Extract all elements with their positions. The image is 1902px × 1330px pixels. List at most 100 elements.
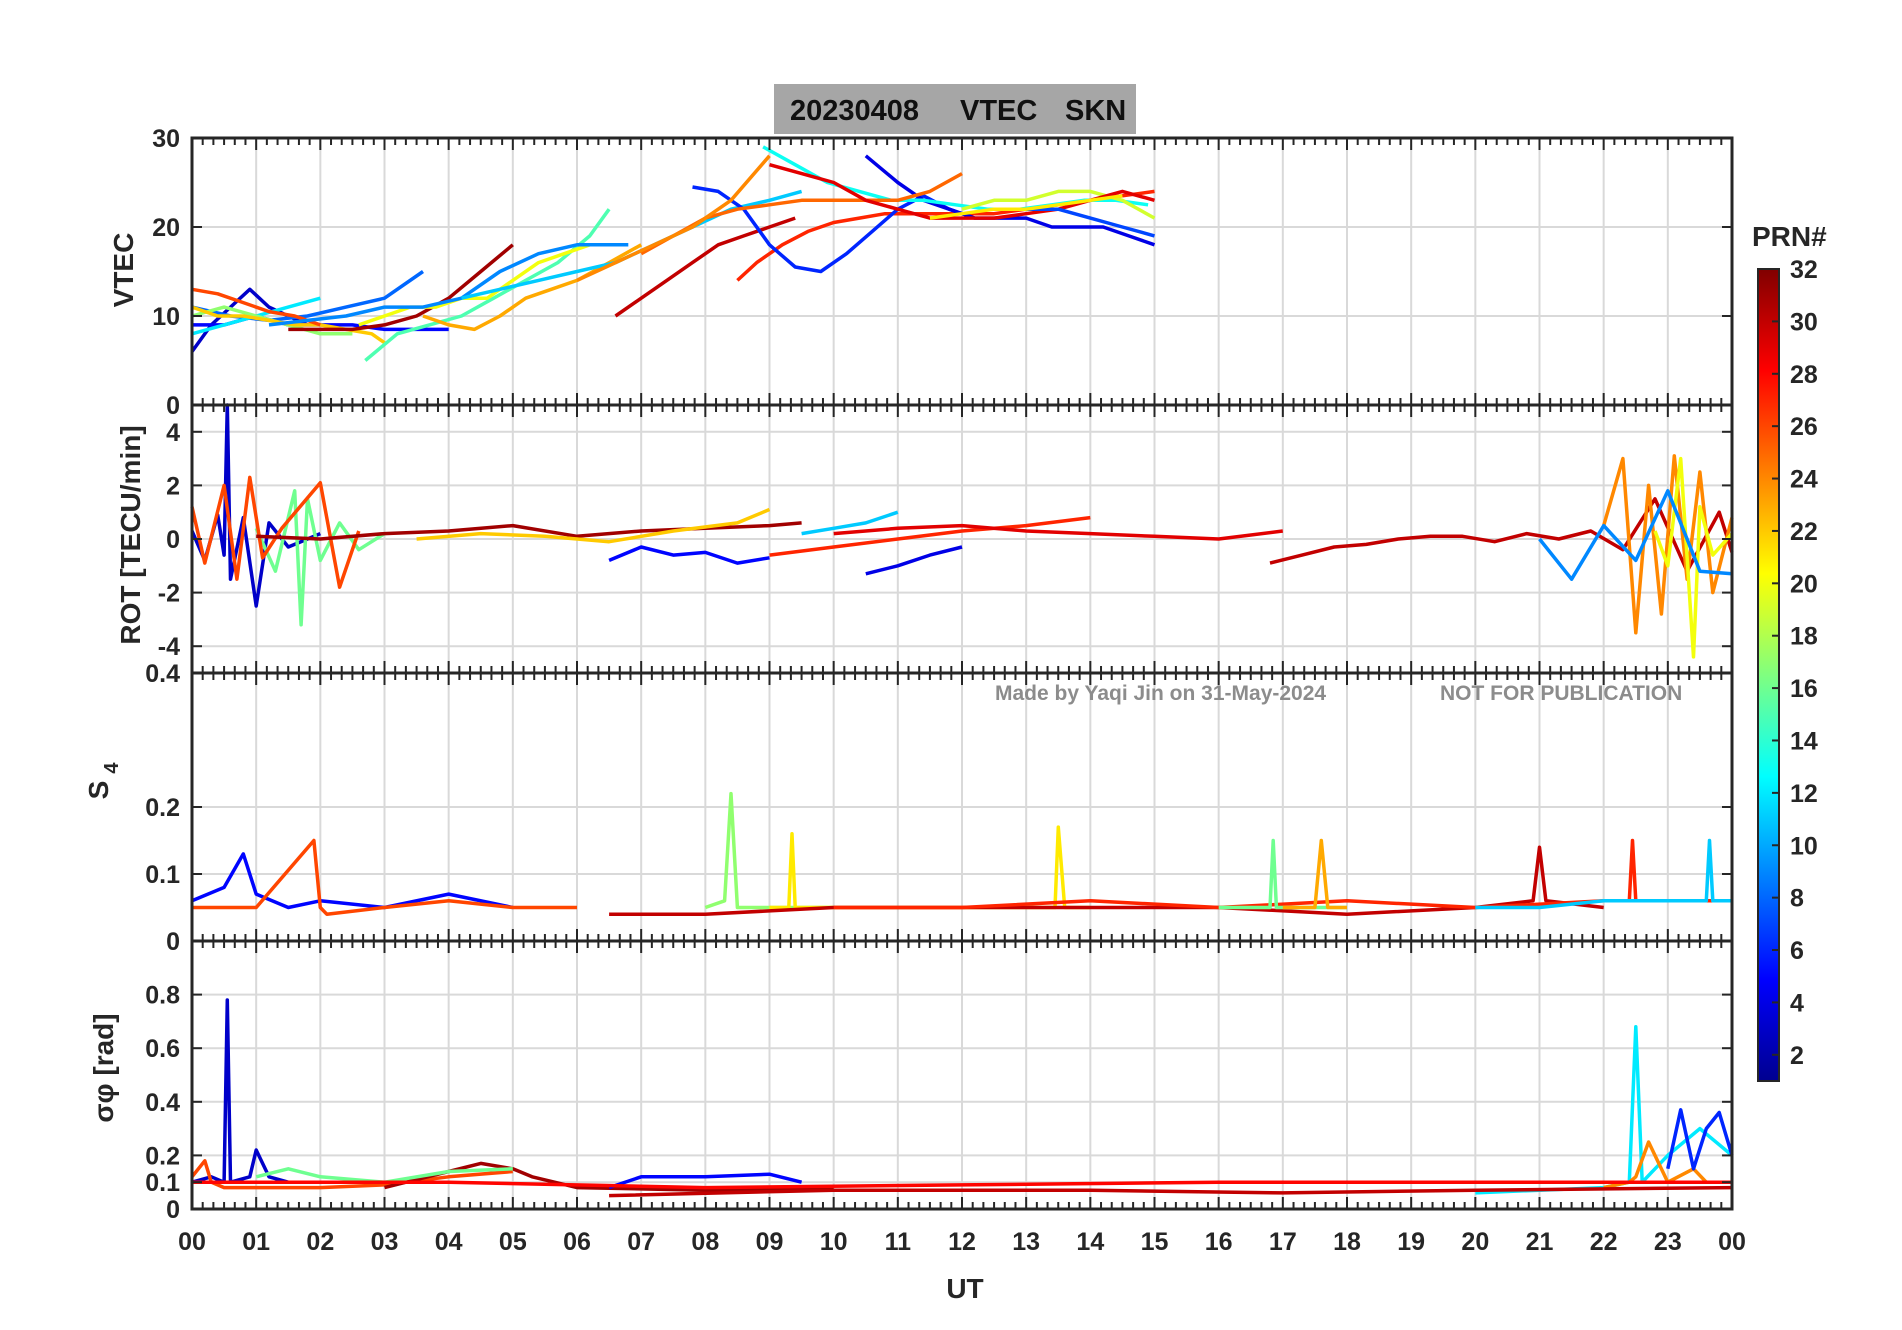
series-line-prn-26 (190, 1159, 513, 1190)
ylabel-rot: ROT [TECU/min] (115, 425, 146, 644)
x-tick-label: 18 (1333, 1228, 1361, 1256)
series-line-prn-21 (769, 825, 1091, 910)
series-group (190, 403, 1734, 659)
x-tick-label: 10 (820, 1228, 848, 1256)
colorbar-tick-label: 28 (1790, 361, 1818, 389)
y-tick-label: 0.2 (145, 794, 180, 822)
watermark-notice: NOT FOR PUBLICATION (1440, 682, 1682, 705)
y-tick-label: 30 (152, 125, 180, 153)
series-line-prn-26 (191, 287, 321, 327)
y-tick-label: -4 (158, 633, 180, 661)
y-tick-label: 4 (166, 419, 180, 447)
y-tick-label: 2 (166, 472, 180, 500)
x-tick-label: 17 (1269, 1228, 1297, 1256)
colorbar-tick-label: 12 (1790, 780, 1818, 808)
y-tick-label: 0.2 (145, 1142, 180, 1170)
y-tick-label: 0.8 (145, 982, 180, 1010)
x-tick-label: 03 (371, 1228, 399, 1256)
y-tick-label: 0 (166, 928, 180, 956)
panel-sigma-phi: 00.10.2 0.4 0.6 0.8 (145, 939, 1734, 1224)
colorbar-tick-label: 20 (1790, 570, 1818, 598)
svg-text:S: S (83, 781, 114, 800)
colorbar-tick-label: 24 (1790, 466, 1818, 494)
colorbar-tick-label: 8 (1790, 885, 1804, 913)
series-line-prn-24 (576, 154, 771, 282)
colorbar-tick-label: 32 (1790, 256, 1818, 284)
y-tick-label: 0 (166, 1196, 180, 1224)
series-line-prn-3 (191, 998, 321, 1184)
series-line-prn-11 (801, 510, 899, 536)
x-tick-label: 07 (627, 1228, 655, 1256)
x-tick-label: 05 (499, 1228, 527, 1256)
series-line-prn-9 (268, 243, 629, 327)
colorbar-tick-label: 26 (1790, 413, 1818, 441)
series-line-prn-22 (191, 305, 386, 345)
series-line-prn-26 (192, 838, 577, 916)
panel-vtec: 0 10 20 30 (152, 125, 1734, 420)
x-tick-label: 06 (563, 1228, 591, 1256)
colorbar-tick-label: 6 (1790, 937, 1804, 965)
series-group (191, 791, 1732, 916)
y-tick-label: 0 (166, 526, 180, 554)
svg-text:4: 4 (101, 762, 123, 774)
xlabel: UT (946, 1273, 983, 1304)
y-tick-label: 0 (166, 392, 180, 420)
series-line-prn-28 (192, 1180, 1732, 1190)
series-line-prn-23 (422, 243, 643, 332)
series-line-prn-6 (1666, 1108, 1734, 1171)
series-group (190, 998, 1734, 1198)
x-tick-label: 08 (691, 1228, 719, 1256)
x-axis-ticklabels: 00 01 02 03 04 05 06 07 08 09 10 11 12 13 14 15 16 17 18 19… (178, 1228, 1746, 1256)
colorbar-tick-label: 4 (1790, 989, 1804, 1017)
y-tick-label: 0.1 (145, 1169, 180, 1197)
y-ticklabels: 0 10 20 30 (152, 125, 1732, 420)
series-line-prn-6 (692, 185, 976, 274)
x-tick-label: 04 (435, 1228, 463, 1256)
colorbar-tick-label: 2 (1790, 1042, 1804, 1070)
series-line-prn-4 (864, 154, 1156, 247)
y-ticklabels: 00.10.2 0.4 0.6 0.8 (145, 982, 1732, 1224)
series-line-prn-30 (614, 216, 796, 318)
series-group (190, 145, 1156, 362)
y-tick-label: 0.1 (145, 861, 180, 889)
series-line-prn-5 (608, 1172, 803, 1190)
series-line-prn-5 (608, 545, 770, 565)
series-line-prn-20 (1653, 456, 1734, 659)
y-tick-label: 20 (152, 214, 180, 242)
series-line-prn-9 (1538, 489, 1733, 581)
series-line-prn-16 (255, 1167, 513, 1184)
ylabel-vtec: VTEC (108, 233, 139, 308)
x-tick-label: 09 (756, 1228, 784, 1256)
x-tick-label: 16 (1205, 1228, 1233, 1256)
x-tick-label: 15 (1141, 1228, 1169, 1256)
series-line-prn-29 (833, 523, 1284, 541)
series-line-prn-19 (961, 189, 1156, 220)
x-tick-label: 11 (885, 1228, 912, 1256)
series-line-prn-22 (416, 507, 771, 544)
title-parameter: VTEC (960, 95, 1037, 127)
colorbar-tick-label: 22 (1790, 518, 1818, 546)
x-tick-label: 13 (1012, 1228, 1040, 1256)
x-tick-label: 00 (178, 1228, 206, 1256)
x-tick-label: 23 (1654, 1228, 1682, 1256)
series-line-prn-27 (769, 515, 1091, 557)
x-tick-label: 19 (1397, 1228, 1425, 1256)
series-line-prn-26 (190, 475, 361, 589)
x-tick-label: 00 (1718, 1228, 1746, 1256)
y-tick-label: 0.4 (145, 1089, 180, 1117)
watermark-made-by: Made by Yaqi Jin on 31-May-2024 (995, 682, 1326, 705)
series-line-prn-20 (358, 243, 591, 327)
y-tick-label: 10 (152, 303, 180, 331)
colorbar-tick-label: 30 (1790, 308, 1818, 336)
title-date: 20230408 (790, 95, 919, 127)
colorbar-label: PRN# (1752, 221, 1827, 252)
series-line-prn-23 (1282, 838, 1347, 910)
ylabel-sigma-phi: σφ [rad] (88, 1013, 119, 1122)
x-tick-label: 01 (242, 1228, 270, 1256)
colorbar-tick-label: 16 (1790, 675, 1818, 703)
x-tick-label: 12 (948, 1228, 976, 1256)
colorbar-tick-label: 18 (1790, 623, 1818, 651)
x-tick-label: 14 (1076, 1228, 1104, 1256)
